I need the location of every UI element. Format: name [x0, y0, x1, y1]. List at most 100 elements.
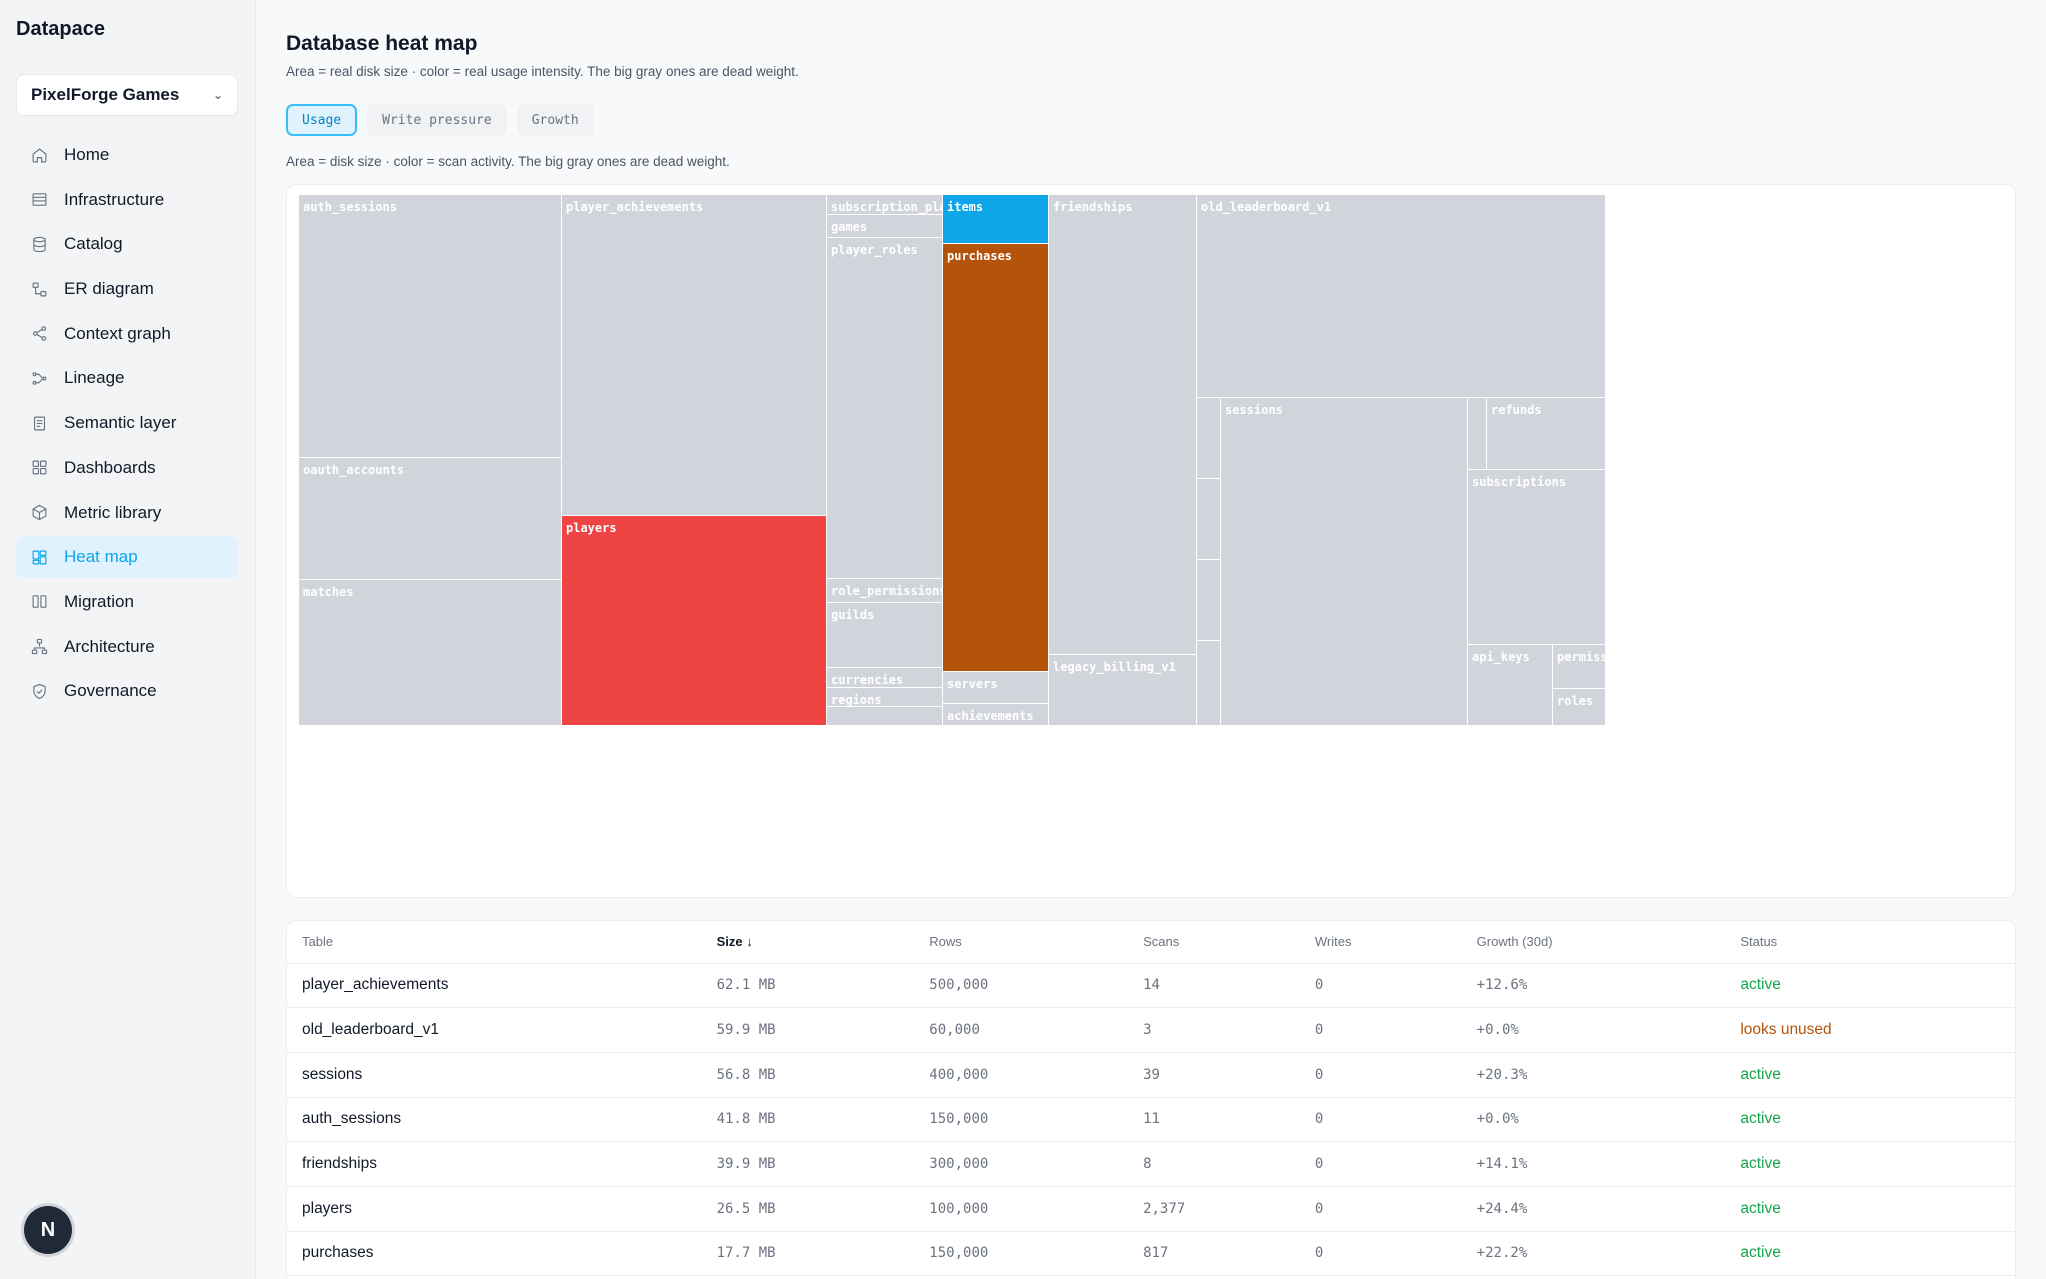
column-header-5[interactable]: Growth (30d): [1461, 921, 1726, 964]
treemap-cell-auth-sessions[interactable]: auth_sessions: [298, 194, 562, 459]
cell-table: sessions: [287, 1052, 702, 1098]
treemap-cell-subscriptions[interactable]: subscriptions: [1467, 469, 1606, 646]
view-tabs: Usage Write pressure Growth: [286, 104, 594, 136]
treemap-cell[interactable]: [826, 706, 943, 726]
sidebar-item-architecture[interactable]: Architecture: [16, 626, 238, 668]
column-header-3[interactable]: Scans: [1128, 921, 1300, 964]
cell-size: 17.7 MB: [701, 1231, 915, 1277]
sidebar-item-dashboards[interactable]: Dashboards: [16, 447, 238, 489]
cell-size: 41.8 MB: [701, 1097, 915, 1143]
cell-writes: 0: [1299, 963, 1462, 1009]
column-header-6[interactable]: Status: [1725, 921, 2015, 964]
treemap-cell-label: auth_sessions: [303, 200, 397, 214]
sidebar-item-label: Home: [64, 145, 110, 164]
treemap-cell-oauth-accounts[interactable]: oauth_accounts: [298, 457, 562, 581]
treemap-cell-player-achievements[interactable]: player_achievements: [561, 194, 827, 517]
treemap-cell-permissions[interactable]: permissions: [1552, 644, 1606, 690]
cell-growth: +22.2%: [1461, 1231, 1726, 1277]
er-diagram-icon: [30, 280, 48, 298]
treemap-cell-refunds[interactable]: refunds: [1486, 397, 1606, 471]
sidebar-item-migration[interactable]: Migration: [16, 581, 238, 623]
treemap-cell-api-keys[interactable]: api_keys: [1467, 644, 1553, 726]
tab-write-pressure[interactable]: Write pressure: [367, 104, 507, 136]
treemap-cell-items[interactable]: items: [942, 194, 1049, 245]
cell-scans: 39: [1128, 1052, 1300, 1098]
treemap-cell-role-permissions[interactable]: role_permissions: [826, 578, 943, 604]
treemap-cell-sessions[interactable]: sessions: [1220, 397, 1468, 726]
treemap-cell-friendships[interactable]: friendships: [1048, 194, 1197, 656]
sidebar-item-infrastructure[interactable]: Infrastructure: [16, 179, 238, 221]
cell-growth: +24.4%: [1461, 1186, 1726, 1232]
table-row[interactable]: purchases 17.7 MB 150,000 817 0 +22.2% active: [287, 1231, 2015, 1277]
cell-scans: 14: [1128, 963, 1300, 1009]
table-row[interactable]: auth_sessions 41.8 MB 150,000 11 0 +0.0% activ…: [287, 1097, 2015, 1143]
cell-table: auth_sessions: [287, 1097, 702, 1143]
treemap-cell-guilds[interactable]: guilds: [826, 602, 943, 669]
table-row[interactable]: players 26.5 MB 100,000 2,377 0 +24.4% active: [287, 1186, 2015, 1232]
treemap-cell[interactable]: [1196, 397, 1221, 480]
page-subtitle: Area = real disk size · color = real usa…: [286, 64, 799, 79]
share-icon: [30, 325, 48, 343]
sidebar-item-semantic-layer[interactable]: Semantic layer: [16, 402, 238, 444]
treemap-cell-legacy-billing-v1[interactable]: legacy_billing_v1: [1048, 654, 1197, 726]
sidebar-item-metric-library[interactable]: Metric library: [16, 492, 238, 534]
column-header-4[interactable]: Writes: [1299, 921, 1462, 964]
cell-rows: 400,000: [914, 1052, 1129, 1098]
sidebar-item-context-graph[interactable]: Context graph: [16, 313, 238, 355]
sidebar-item-heat-map[interactable]: Heat map: [16, 536, 238, 579]
treemap-cell-old-leaderboard-v1[interactable]: old_leaderboard_v1: [1196, 194, 1606, 399]
treemap-cell-players[interactable]: players: [561, 515, 827, 726]
org-select[interactable]: PixelForge Games ⌄: [16, 74, 238, 116]
cell-scans: 817: [1128, 1231, 1300, 1277]
cell-growth: +12.6%: [1461, 963, 1726, 1009]
cell-table: old_leaderboard_v1: [287, 1007, 702, 1053]
column-header-1[interactable]: Size ↓: [701, 921, 915, 964]
chevron-down-icon: ⌄: [212, 88, 223, 102]
table-row[interactable]: player_achievements 62.1 MB 500,000 14 0 +12.…: [287, 963, 2015, 1009]
sidebar-item-home[interactable]: Home: [16, 134, 238, 176]
treemap-cell[interactable]: [1467, 397, 1487, 471]
avatar[interactable]: N: [24, 1206, 72, 1254]
treemap-cell[interactable]: [1196, 478, 1221, 561]
table-row[interactable]: old_leaderboard_v1 59.9 MB 60,000 3 0 +0.0% lo…: [287, 1007, 2015, 1053]
sidebar-item-catalog[interactable]: Catalog: [16, 223, 238, 265]
treemap-cell-games[interactable]: games: [826, 214, 943, 239]
treemap-cell-label: items: [947, 200, 984, 214]
treemap-cell[interactable]: [1196, 640, 1221, 726]
brand-logo: Datapace: [16, 18, 105, 40]
column-header-0[interactable]: Table: [287, 921, 702, 964]
cell-writes: 0: [1299, 1186, 1462, 1232]
treemap-cell-purchases[interactable]: purchases: [942, 243, 1049, 673]
treemap-cell-label: players: [566, 521, 617, 535]
treemap-cell-roles[interactable]: roles: [1552, 688, 1606, 726]
cell-rows: 300,000: [914, 1141, 1129, 1187]
cell-growth: +14.1%: [1461, 1141, 1726, 1187]
sidebar-item-er-diagram[interactable]: ER diagram: [16, 268, 238, 310]
treemap-cell-subscription-plans[interactable]: subscription_plans: [826, 194, 943, 216]
treemap-cell-currencies[interactable]: currencies: [826, 667, 943, 689]
cell-size: 62.1 MB: [701, 963, 915, 1009]
treemap-cell[interactable]: [1196, 559, 1221, 642]
table-row[interactable]: sessions 56.8 MB 400,000 39 0 +20.3% active: [287, 1052, 2015, 1098]
table-row[interactable]: friendships 39.9 MB 300,000 8 0 +14.1% active: [287, 1141, 2015, 1187]
treemap-cell-achievements[interactable]: achievements: [942, 703, 1049, 726]
treemap-cell-matches[interactable]: matches: [298, 579, 562, 726]
database-icon: [30, 235, 48, 253]
column-header-2[interactable]: Rows: [914, 921, 1129, 964]
cell-scans: 3: [1128, 1007, 1300, 1053]
sidebar-item-governance[interactable]: Governance: [16, 670, 238, 712]
tab-growth[interactable]: Growth: [516, 104, 594, 136]
hierarchy-icon: [30, 638, 48, 656]
tab-usage[interactable]: Usage: [286, 104, 358, 136]
cell-growth: +20.3%: [1461, 1052, 1726, 1098]
sidebar-item-lineage[interactable]: Lineage: [16, 357, 238, 399]
sidebar: Datapace PixelForge Games ⌄ Home Infrastr…: [0, 0, 256, 1279]
org-select-value: PixelForge Games: [31, 85, 180, 104]
treemap-cell-label: guilds: [831, 608, 875, 622]
sidebar-item-label: Lineage: [64, 368, 125, 388]
sidebar-item-label: Catalog: [64, 234, 123, 254]
cell-writes: 0: [1299, 1007, 1462, 1053]
treemap-cell-player-roles[interactable]: player_roles: [826, 237, 943, 580]
treemap-cell-servers[interactable]: servers: [942, 671, 1049, 705]
treemap-cell-regions[interactable]: regions: [826, 687, 943, 708]
